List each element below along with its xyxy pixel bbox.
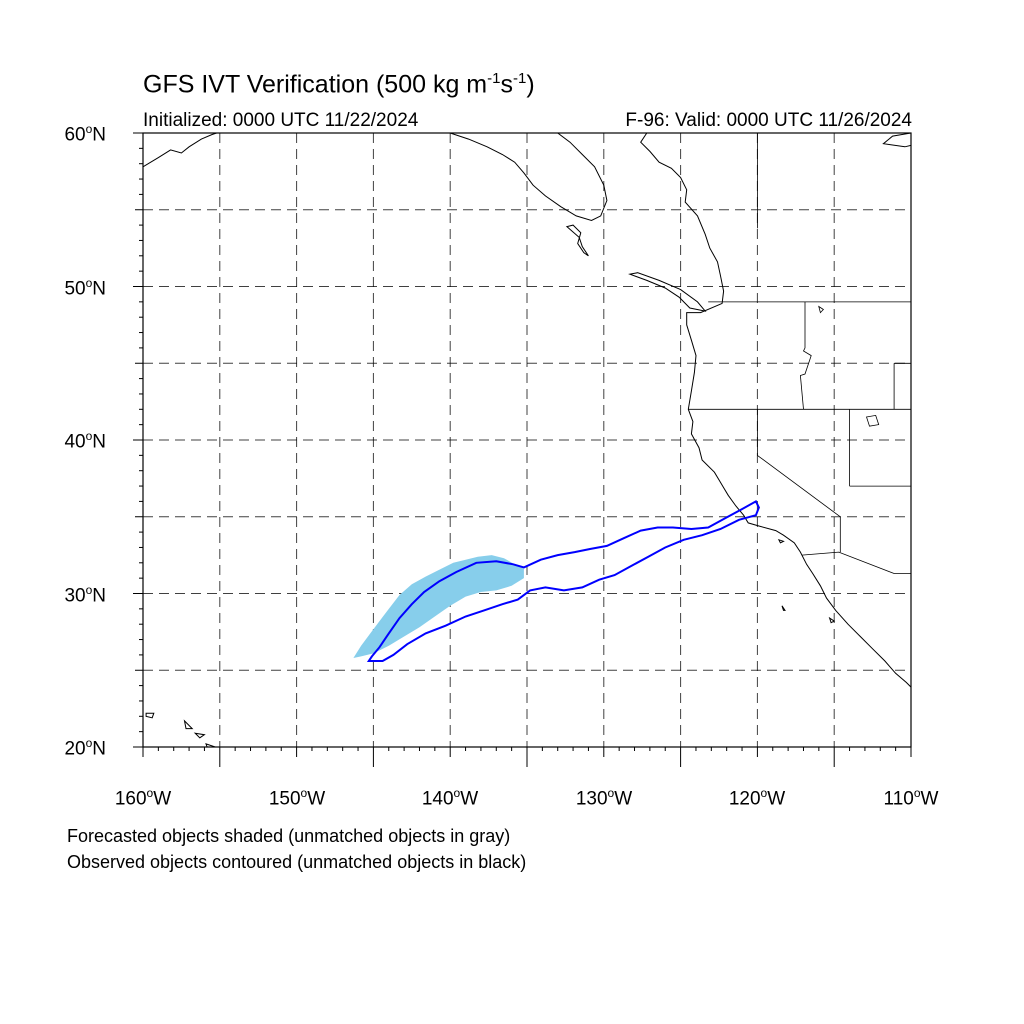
- valid-label: F-96: Valid: 0000 UTC 11/26/2024: [625, 110, 912, 131]
- lat-label-20n: 20oN: [64, 736, 106, 760]
- title-exp2: -1: [512, 70, 527, 87]
- lat-label-40n: 40oN: [64, 429, 106, 453]
- island: [145, 712, 155, 719]
- map-features: [143, 133, 911, 747]
- axis-ticks: [133, 132, 912, 767]
- footnote-observed: Observed objects contoured (unmatched ob…: [67, 852, 527, 872]
- island: [565, 224, 589, 257]
- title-exp1: -1: [487, 70, 501, 87]
- island: [777, 538, 785, 544]
- lon-label-160w: 160oW: [114, 786, 172, 810]
- island: [781, 605, 786, 611]
- island: [628, 272, 707, 312]
- lon-label-120w: 120oW: [728, 786, 786, 810]
- footnote-forecast: Forecasted objects shaded (unmatched obj…: [67, 826, 511, 846]
- title-suffix: ): [526, 70, 535, 99]
- political-border: [801, 551, 911, 574]
- coastline: [450, 133, 608, 222]
- island: [193, 732, 206, 739]
- forecast-object: [353, 555, 524, 658]
- lon-label-130w: 130oW: [575, 786, 633, 810]
- political-border: [799, 301, 812, 410]
- lat-label-50n: 50oN: [64, 276, 106, 300]
- lon-label-140w: 140oW: [421, 786, 479, 810]
- title-prefix: GFS IVT Verification (500 kg m: [143, 70, 488, 99]
- title-mid: s: [500, 70, 513, 99]
- island: [828, 616, 836, 624]
- lon-label-150w: 150oW: [268, 786, 326, 810]
- coastline: [882, 133, 911, 148]
- lat-label-30n: 30oN: [64, 583, 106, 607]
- lake: [818, 305, 825, 314]
- observed-object: [366, 500, 760, 662]
- island: [205, 743, 217, 747]
- gridlines: [143, 133, 911, 747]
- lake: [865, 414, 880, 427]
- lat-label-60n: 60oN: [64, 122, 106, 146]
- coastline: [640, 133, 911, 688]
- initialized-label: Initialized: 0000 UTC 11/22/2024: [143, 110, 419, 131]
- chart-title: GFS IVT Verification (500 kg m-1s-1): [143, 70, 535, 99]
- lon-label-110w: 110oW: [883, 786, 939, 810]
- island: [183, 719, 194, 730]
- coastline: [143, 133, 217, 168]
- political-border: [757, 409, 841, 518]
